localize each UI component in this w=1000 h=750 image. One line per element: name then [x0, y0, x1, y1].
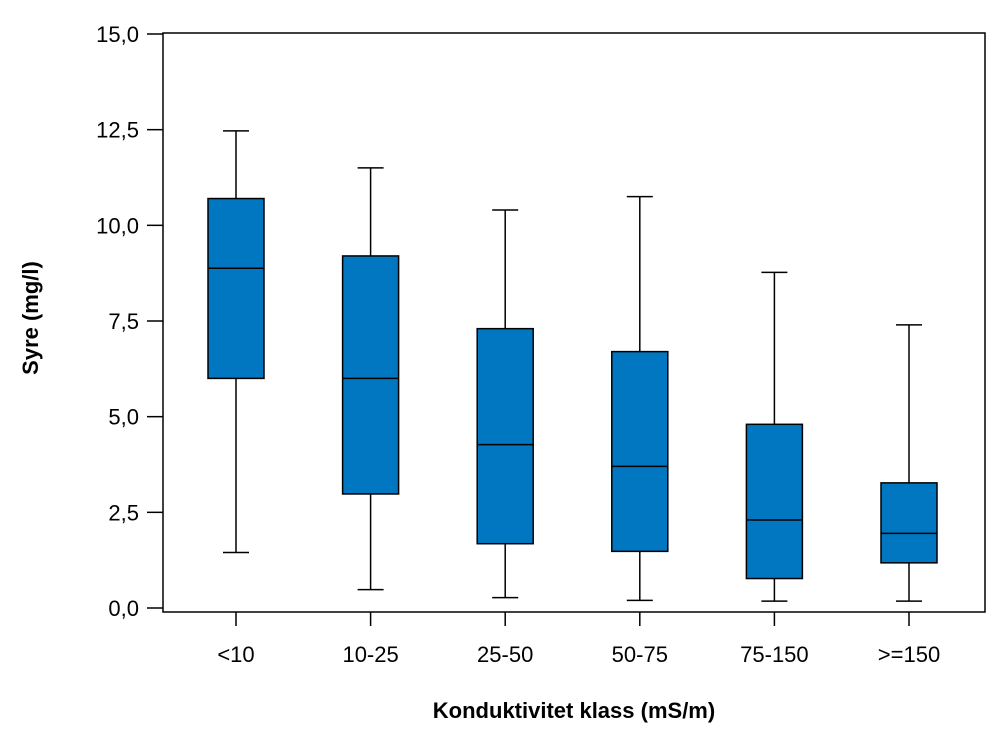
box-4: [611, 195, 669, 602]
x-tick-label: 50-75: [612, 642, 668, 667]
box-2: [341, 167, 400, 591]
box-3: [476, 209, 534, 599]
x-axis: <10 10-25 25-50 50-75 75-150 >=150: [217, 612, 940, 667]
iqr-box: [207, 197, 265, 380]
y-tick-label: 10,0: [96, 213, 139, 238]
boxes: [207, 130, 938, 602]
y-tick-label: 15,0: [96, 22, 139, 47]
plot-frame: [162, 32, 986, 613]
x-axis-title: Konduktivitet klass (mS/m): [433, 698, 715, 723]
y-tick-label: 5,0: [108, 405, 139, 430]
y-tick-label: 2,5: [108, 500, 139, 525]
x-tick-label: <10: [217, 642, 254, 667]
box-6: [880, 324, 938, 602]
y-tick-label: 0,0: [108, 596, 139, 621]
y-tick-label: 12,5: [96, 118, 139, 143]
x-tick-label: >=150: [878, 642, 940, 667]
x-tick-label: 75-150: [740, 642, 809, 667]
y-axis: 0,0 2,5 5,0 7,5 10,0 12,5 15,0: [96, 22, 163, 621]
box-5: [745, 271, 804, 602]
iqr-box: [341, 255, 400, 495]
iqr-box: [611, 350, 669, 553]
x-tick-label: 10-25: [342, 642, 398, 667]
y-tick-label: 7,5: [108, 309, 139, 334]
iqr-box: [880, 482, 938, 564]
iqr-box: [476, 327, 534, 545]
x-tick-label: 25-50: [477, 642, 533, 667]
y-axis-title: Syre (mg/l): [18, 261, 43, 375]
iqr-box: [745, 423, 804, 580]
box-1: [207, 130, 265, 554]
